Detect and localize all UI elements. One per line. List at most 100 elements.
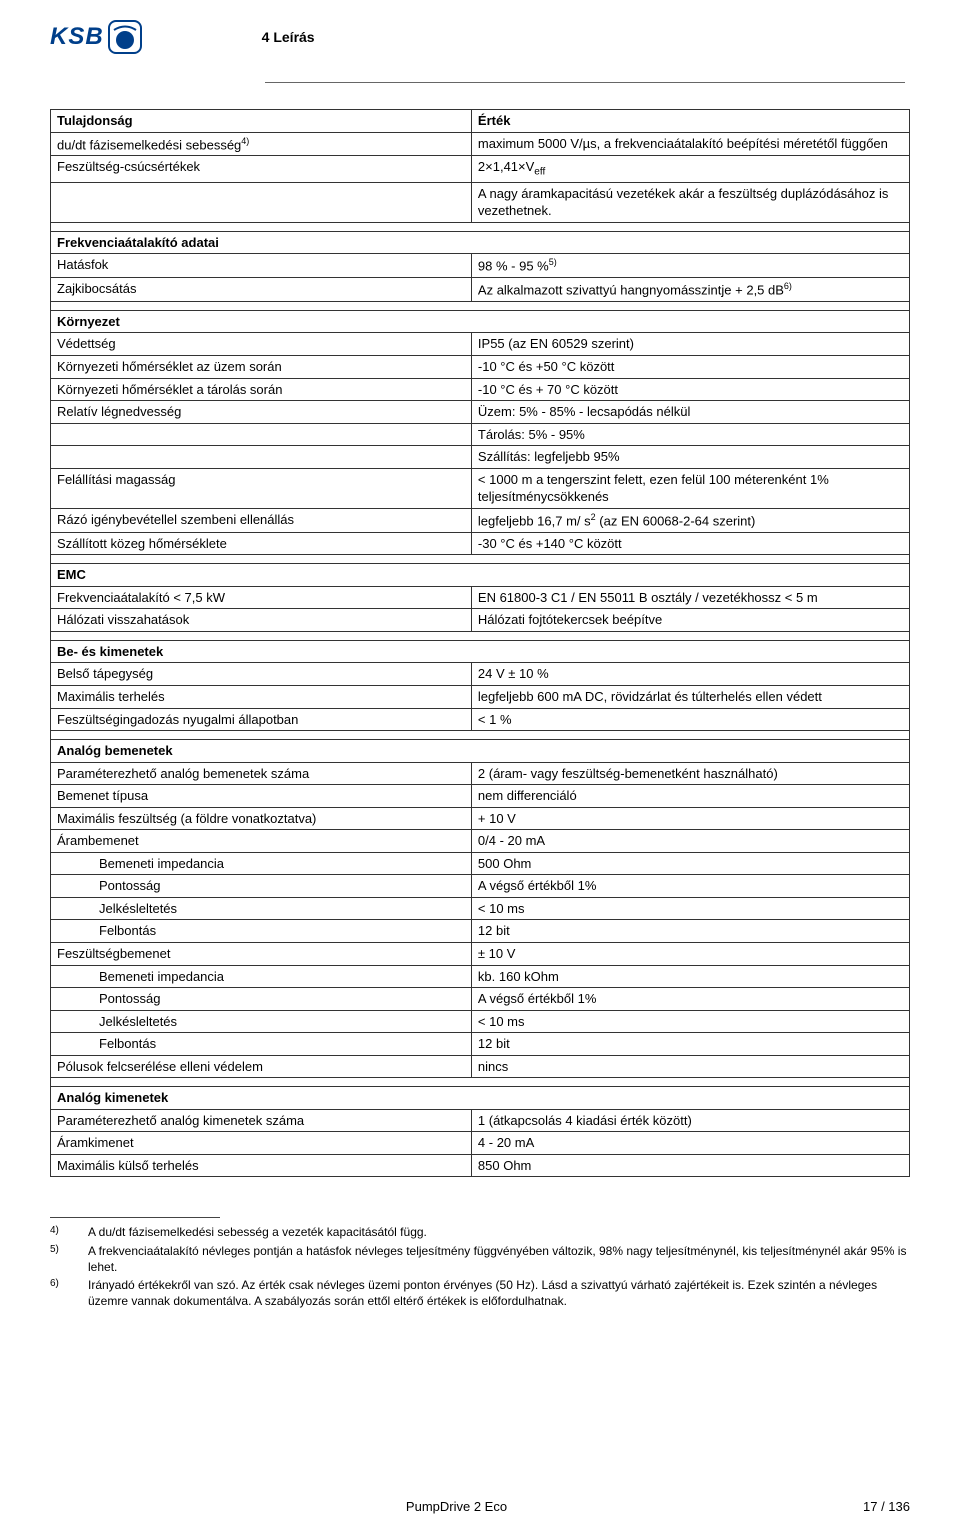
footnotes-divider [50,1217,220,1218]
table-cell-prop: Pontosság [51,875,472,898]
page-header: KSB 4 Leírás [50,20,910,54]
brand-text: KSB [50,21,104,53]
table-cell-prop: Környezeti hőmérséklet az üzem során [51,356,472,379]
footnote-text: A frekvenciaátalakító névleges pontján a… [88,1243,910,1275]
table-cell-val: 850 Ohm [471,1154,909,1177]
table-cell-val: nem differenciáló [471,785,909,808]
table-cell-val: ± 10 V [471,943,909,966]
table-cell-val: 500 Ohm [471,852,909,875]
table-cell-val: -10 °C és +50 °C között [471,356,909,379]
section-row: Környezet [51,310,910,333]
table-cell-prop: Feszültségbemenet [51,943,472,966]
table-cell-val: maximum 5000 V/µs, a frekvenciaátalakító… [471,132,909,156]
table-cell-prop [51,446,472,469]
table-cell-val: IP55 (az EN 60529 szerint) [471,333,909,356]
table-cell-val: + 10 V [471,807,909,830]
spacer-row [51,731,910,740]
spacer-row [51,301,910,310]
table-cell-val: 12 bit [471,1033,909,1056]
spacer-row [51,631,910,640]
table-cell-prop: Áramkimenet [51,1132,472,1155]
section-title: 4 Leírás [262,28,315,47]
footnote-number: 6) [50,1277,64,1309]
table-cell-prop: du/dt fázisemelkedési sebesség4) [51,132,472,156]
table-cell-val: 1 (átkapcsolás 4 kiadási érték között) [471,1109,909,1132]
table-cell-prop: Pólusok felcserélése elleni védelem [51,1055,472,1078]
table-cell-val: A végső értékből 1% [471,988,909,1011]
table-cell-val: Hálózati fojtótekercsek beépítve [471,609,909,632]
table-cell-val: 4 - 20 mA [471,1132,909,1155]
table-cell-val: nincs [471,1055,909,1078]
table-cell-val: < 10 ms [471,1010,909,1033]
section-row: Be- és kimenetek [51,640,910,663]
footnote-number: 5) [50,1243,64,1275]
table-cell-prop: Paraméterezhető analóg kimenetek száma [51,1109,472,1132]
table-header-val: Érték [471,110,909,133]
table-cell-val: 98 % - 95 %5) [471,254,909,278]
table-cell-prop: Feszültségingadozás nyugalmi állapotban [51,708,472,731]
table-cell-prop: Szállított közeg hőmérséklete [51,532,472,555]
table-cell-prop: Frekvenciaátalakító < 7,5 kW [51,586,472,609]
table-cell-val: < 1 % [471,708,909,731]
table-cell-val: EN 61800-3 C1 / EN 55011 B osztály / vez… [471,586,909,609]
table-cell-prop: Rázó igénybevétellel szembeni ellenállás [51,508,472,532]
table-cell-prop: Zajkibocsátás [51,278,472,302]
table-cell-prop [51,423,472,446]
footer-page: 17 / 136 [863,1498,910,1516]
section-row: EMC [51,564,910,587]
table-cell-prop: Relatív légnedvesség [51,401,472,424]
footnotes: 4)A du/dt fázisemelkedési sebesség a vez… [50,1217,910,1309]
table-cell-prop: Felbontás [51,920,472,943]
table-cell-val: < 1000 m a tengerszint felett, ezen felü… [471,468,909,508]
table-cell-val: Szállítás: legfeljebb 95% [471,446,909,469]
table-cell-val: -10 °C és + 70 °C között [471,378,909,401]
table-cell-prop: Belső tápegység [51,663,472,686]
footnote: 4)A du/dt fázisemelkedési sebesség a vez… [50,1224,910,1240]
table-cell-prop: Maximális feszültség (a földre vonatkozt… [51,807,472,830]
footnote: 5) A frekvenciaátalakító névleges pontján… [50,1243,910,1275]
table-cell-prop: Feszültség-csúcsértékek [51,156,472,182]
table-cell-prop: Maximális terhelés [51,685,472,708]
table-cell-prop: Jelkésleltetés [51,897,472,920]
brand-icon [108,20,142,54]
table-cell-val: A végső értékből 1% [471,875,909,898]
table-cell-prop: Jelkésleltetés [51,1010,472,1033]
table-cell-prop: Védettség [51,333,472,356]
table-cell-val: 24 V ± 10 % [471,663,909,686]
table-cell-val: 0/4 - 20 mA [471,830,909,853]
table-cell-prop: Felbontás [51,1033,472,1056]
table-cell-val: < 10 ms [471,897,909,920]
spec-table: TulajdonságÉrtékdu/dt fázisemelkedési se… [50,109,910,1177]
footer-product: PumpDrive 2 Eco [406,1498,507,1516]
table-cell-val: Tárolás: 5% - 95% [471,423,909,446]
table-cell-prop: Bemeneti impedancia [51,852,472,875]
table-cell-prop: Bemeneti impedancia [51,965,472,988]
page-footer: PumpDrive 2 Eco 17 / 136 [50,1498,910,1516]
spacer-row [51,1078,910,1087]
table-cell-val: legfeljebb 600 mA DC, rövidzárlat és túl… [471,685,909,708]
table-cell-val: A nagy áramkapacitású vezetékek akár a f… [471,182,909,222]
table-header-prop: Tulajdonság [51,110,472,133]
table-cell-val: 2×1,41×Veff [471,156,909,182]
table-cell-val: Az alkalmazott szivattyú hangnyomásszint… [471,278,909,302]
brand-logo: KSB [50,20,142,54]
section-row: Analóg kimenetek [51,1087,910,1110]
table-cell-prop: Árambemenet [51,830,472,853]
section-row: Analóg bemenetek [51,740,910,763]
table-cell-val: Üzem: 5% - 85% - lecsapódás nélkül [471,401,909,424]
table-cell-prop: Felállítási magasság [51,468,472,508]
table-cell-val: -30 °C és +140 °C között [471,532,909,555]
table-cell-prop: Pontosság [51,988,472,1011]
section-row: Frekvenciaátalakító adatai [51,231,910,254]
table-cell-prop: Hálózati visszahatások [51,609,472,632]
footnote-text: A du/dt fázisemelkedési sebesség a vezet… [88,1224,427,1240]
table-cell-val: 12 bit [471,920,909,943]
spacer-row [51,555,910,564]
table-cell-prop: Maximális külső terhelés [51,1154,472,1177]
table-cell-prop: Környezeti hőmérséklet a tárolás során [51,378,472,401]
table-cell-prop: Paraméterezhető analóg bemenetek száma [51,762,472,785]
table-cell-val: legfeljebb 16,7 m/ s2 (az EN 60068-2-64 … [471,508,909,532]
footnote-text: Irányadó értékekről van szó. Az érték cs… [88,1277,910,1309]
table-cell-val: 2 (áram- vagy feszültség-bemenetként has… [471,762,909,785]
table-cell-prop: Bemenet típusa [51,785,472,808]
